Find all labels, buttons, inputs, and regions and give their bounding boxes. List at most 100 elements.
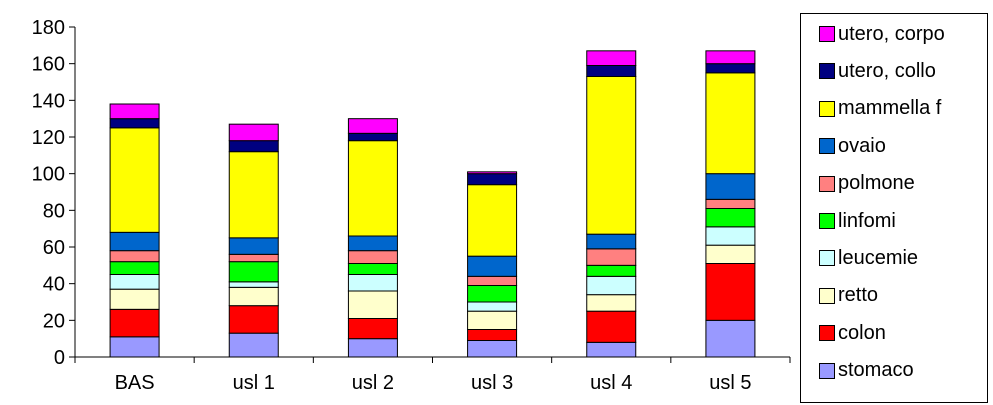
bar-segment-retto xyxy=(347,290,398,319)
bar-segment-ovaio xyxy=(347,235,398,252)
y-tick-label: 120 xyxy=(32,127,65,149)
bar-segment-utero-collo xyxy=(109,118,160,129)
legend-item: linfomi xyxy=(819,209,896,233)
legend-label: ovaio xyxy=(838,134,886,157)
legend: utero, corpo utero, collo mammella f ovaio p… xyxy=(800,13,988,403)
y-tick-label: 20 xyxy=(43,310,65,332)
legend-label: linfomi xyxy=(838,209,896,232)
bar-segment-linfomi xyxy=(228,261,279,283)
bar-segment-leucemie xyxy=(347,274,398,292)
bar-segment-stomaco xyxy=(109,336,160,358)
legend-swatch xyxy=(819,175,835,192)
bar-segment-retto xyxy=(228,286,279,307)
y-tick-label: 60 xyxy=(43,237,65,259)
y-tick-label: 80 xyxy=(43,200,65,222)
bar-segment-ovaio xyxy=(109,231,160,252)
x-tick-label: usl 4 xyxy=(590,372,632,394)
bar-segment-utero-corpo xyxy=(228,123,279,142)
legend-item: leucemie xyxy=(819,246,918,270)
legend-label: polmone xyxy=(838,172,915,195)
bar-segment-polmone xyxy=(109,250,160,263)
y-tick-label: 180 xyxy=(32,17,65,39)
bar-segment-utero-corpo xyxy=(586,50,637,66)
legend-label: utero, corpo xyxy=(838,22,945,45)
legend-label: colon xyxy=(838,321,886,344)
bar-segment-polmone xyxy=(228,253,279,263)
bar-segment-leucemie xyxy=(705,226,756,246)
legend-swatch xyxy=(819,325,835,342)
legend-item: utero, corpo xyxy=(819,22,945,46)
bar-segment-linfomi xyxy=(347,263,398,275)
x-tick-label: usl 3 xyxy=(471,372,513,394)
y-tick-label: 140 xyxy=(32,90,65,112)
legend-item: polmone xyxy=(819,172,915,196)
bar-segment-mammella-f xyxy=(586,76,637,235)
plot-area: 0 20 40 60 80 100 120 140 160 180 BAS usl 1 usl 2 usl… xyxy=(32,17,791,394)
bar-segment-ovaio xyxy=(705,173,756,200)
legend-swatch xyxy=(819,362,835,379)
bar-segment-utero-collo xyxy=(586,65,637,77)
legend-label: retto xyxy=(838,284,879,307)
bar-segment-mammella-f xyxy=(347,140,398,237)
x-tick-label: usl 1 xyxy=(233,372,275,394)
bar-segment-stomaco xyxy=(228,332,279,358)
bar-segment-retto xyxy=(109,288,160,310)
bar-segment-linfomi xyxy=(586,264,637,277)
legend-item: colon xyxy=(819,321,886,345)
bar-segment-ovaio xyxy=(467,255,518,277)
legend-label: leucemie xyxy=(838,246,919,269)
bar-segment-leucemie xyxy=(228,281,279,288)
bar-segment-polmone xyxy=(347,250,398,265)
bar-segment-stomaco xyxy=(586,341,637,358)
legend-swatch xyxy=(819,138,835,155)
bar-segment-retto xyxy=(467,310,518,330)
bar-segment-leucemie xyxy=(467,301,518,312)
legend-item: utero, collo xyxy=(819,59,936,83)
y-tick-label: 40 xyxy=(43,274,65,296)
bar-segment-mammella-f xyxy=(705,72,756,175)
bar-segment-utero-collo xyxy=(705,63,756,74)
bar-segment-polmone xyxy=(705,198,756,209)
bar-segment-linfomi xyxy=(705,208,756,228)
y-tick-label: 160 xyxy=(32,54,65,76)
bar-segment-utero-corpo xyxy=(347,118,398,134)
bar-segment-utero-collo xyxy=(347,132,398,142)
bar-segment-retto xyxy=(705,244,756,265)
bar-segment-ovaio xyxy=(586,233,637,250)
y-tick-label: 0 xyxy=(54,347,65,369)
bar-segment-colon xyxy=(705,263,756,321)
legend-label: stomaco xyxy=(838,359,914,382)
legend-swatch xyxy=(819,213,835,229)
bar-segment-utero-collo xyxy=(228,140,279,153)
legend-label: utero, collo xyxy=(838,59,936,82)
bar-segment-mammella-f xyxy=(109,127,160,233)
legend-item: ovaio xyxy=(819,134,886,158)
bar-segment-utero-collo xyxy=(467,173,518,186)
bar-segment-utero-corpo xyxy=(705,50,756,65)
bar-segment-stomaco xyxy=(467,340,518,358)
bar-segment-linfomi xyxy=(109,261,160,275)
y-tick-label: 100 xyxy=(32,164,65,186)
bar-segment-polmone xyxy=(467,275,518,287)
legend-label: mammella f xyxy=(838,97,942,120)
bar-segment-colon xyxy=(347,318,398,340)
bar-segment-colon xyxy=(109,308,160,338)
legend-swatch xyxy=(819,26,835,42)
bar-segment-utero-corpo xyxy=(109,103,160,120)
bar-segment-retto xyxy=(586,294,637,312)
legend-swatch xyxy=(819,250,835,267)
legend-swatch xyxy=(819,63,835,80)
bar-segment-colon xyxy=(586,310,637,343)
x-tick-label: BAS xyxy=(115,372,155,394)
bar-segment-ovaio xyxy=(228,237,279,255)
bar-segment-leucemie xyxy=(109,274,160,290)
bar-segment-linfomi xyxy=(467,285,518,303)
bar-segment-utero-corpo xyxy=(467,171,518,175)
legend-item: mammella f xyxy=(819,97,941,121)
bar-segment-polmone xyxy=(586,248,637,266)
legend-swatch xyxy=(819,100,835,117)
bar-segment-colon xyxy=(467,329,518,341)
bar-segment-mammella-f xyxy=(228,151,279,239)
bar-segment-mammella-f xyxy=(467,184,518,257)
